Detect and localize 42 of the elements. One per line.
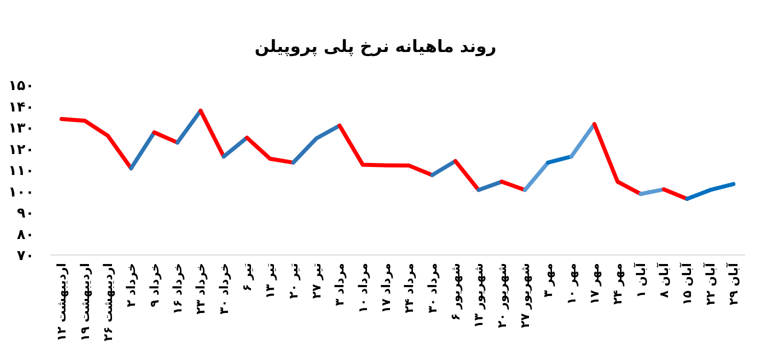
x-tick-label: ۱۵ آبان bbox=[679, 262, 694, 306]
x-tick-label: ۲۴ مهر bbox=[610, 263, 625, 305]
y-tick-label: ۹۰ bbox=[16, 206, 34, 222]
x-tick-label: ۸ آبان bbox=[656, 262, 671, 298]
title: روند ماهیانه نرخ پلی پروپیلن bbox=[254, 37, 496, 57]
x-tick-label: ۲۶ اردیبهشت bbox=[100, 263, 115, 342]
x-tick-label: ۱۷ مهر bbox=[587, 263, 602, 305]
x-tick-label: ۲ خرداد bbox=[124, 263, 138, 308]
x-tick-label: ۲۰ شهریور bbox=[494, 263, 509, 328]
x-tick-label: ۱ آبان bbox=[632, 262, 648, 298]
x-tick-label: ۲۳ خرداد bbox=[194, 263, 208, 314]
y-tick-label: ۱۳۰ bbox=[8, 120, 34, 136]
x-tick-label: ۹ خرداد bbox=[147, 263, 162, 308]
x-tick-label: ۲۷ شهریور bbox=[518, 263, 532, 328]
x-tick-label: ۱۰ مهر bbox=[564, 263, 578, 305]
x-tick-label: ۱۰ مرداد bbox=[356, 263, 370, 314]
x-tick-label: ۳ مهر bbox=[541, 263, 556, 298]
y-tick-label: ۷۰ bbox=[16, 248, 34, 264]
x-tick-label: ۶ تیر bbox=[240, 263, 254, 292]
x-tick-label: ۲۲ آبان bbox=[702, 262, 718, 306]
y-tick-label: ۸۰ bbox=[16, 226, 34, 243]
x-tick-label: ۲۷ تیر bbox=[309, 263, 324, 299]
y-tick-label: ۱۵۰ bbox=[8, 78, 34, 94]
x-tick-label: ۲۴ مرداد bbox=[402, 263, 416, 314]
x-tick-label: ۳ مرداد bbox=[332, 263, 347, 306]
line-series bbox=[338, 124, 434, 178]
y-tick-label: ۱۱۰ bbox=[8, 163, 34, 179]
y-tick-label: ۱۴۰ bbox=[8, 99, 34, 116]
line-series bbox=[60, 117, 134, 170]
y-tick-label: ۱۰۰ bbox=[8, 184, 34, 200]
x-tick-label: ۱۷ مرداد bbox=[378, 263, 393, 314]
x-tick-label: ۲۹ آبان bbox=[725, 262, 740, 306]
x-tick-label: ۲۰ تیر bbox=[286, 263, 300, 299]
x-tick-label: ۱۳ تیر bbox=[263, 263, 278, 299]
x-tick-label: ۳۰ مرداد bbox=[425, 263, 440, 314]
x-tick-label: ۱۳ شهریور bbox=[472, 263, 486, 328]
x-tick-label: ۱۲ اردیبهشت bbox=[54, 263, 69, 342]
x-tick-label: ۳۰ خرداد bbox=[216, 263, 231, 314]
x-tick-label: ۱۹ اردیبهشت bbox=[78, 263, 92, 342]
y-tick-label: ۱۲۰ bbox=[8, 142, 34, 158]
x-tick-label: ۶ شهریور bbox=[448, 263, 462, 321]
x-tick-label: ۱۶ خرداد bbox=[170, 263, 184, 314]
